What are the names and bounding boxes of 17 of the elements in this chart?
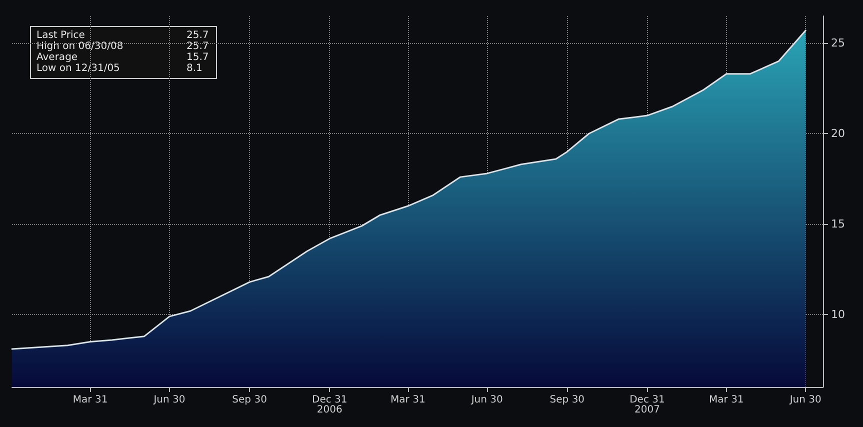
y-tick-label: 15	[831, 218, 845, 231]
x-tick-label: Mar 31	[709, 394, 744, 406]
y-tick-label: 20	[831, 127, 845, 140]
x-tick-label: Mar 31	[390, 394, 426, 406]
text: Average 15.7	[36, 52, 209, 63]
y-tick-label: 10	[831, 308, 845, 322]
text: Low on 12/31/05 8.1	[36, 63, 202, 74]
x-tick-label: Dec 31 2006	[312, 394, 348, 416]
text: Last Price 25.7	[36, 30, 209, 41]
x-tick-label: Jun 30	[788, 394, 822, 406]
x-tick-label: Mar 31	[72, 394, 108, 406]
x-tick-label: Sep 30	[232, 394, 267, 406]
x-tick-label: Jun 30	[152, 394, 186, 406]
y-tick-label: 25	[831, 36, 845, 50]
x-tick-label: Jun 30	[470, 394, 503, 406]
x-tick-label: Sep 30	[550, 394, 585, 406]
x-tick-label: Dec 31 2007	[630, 394, 665, 416]
